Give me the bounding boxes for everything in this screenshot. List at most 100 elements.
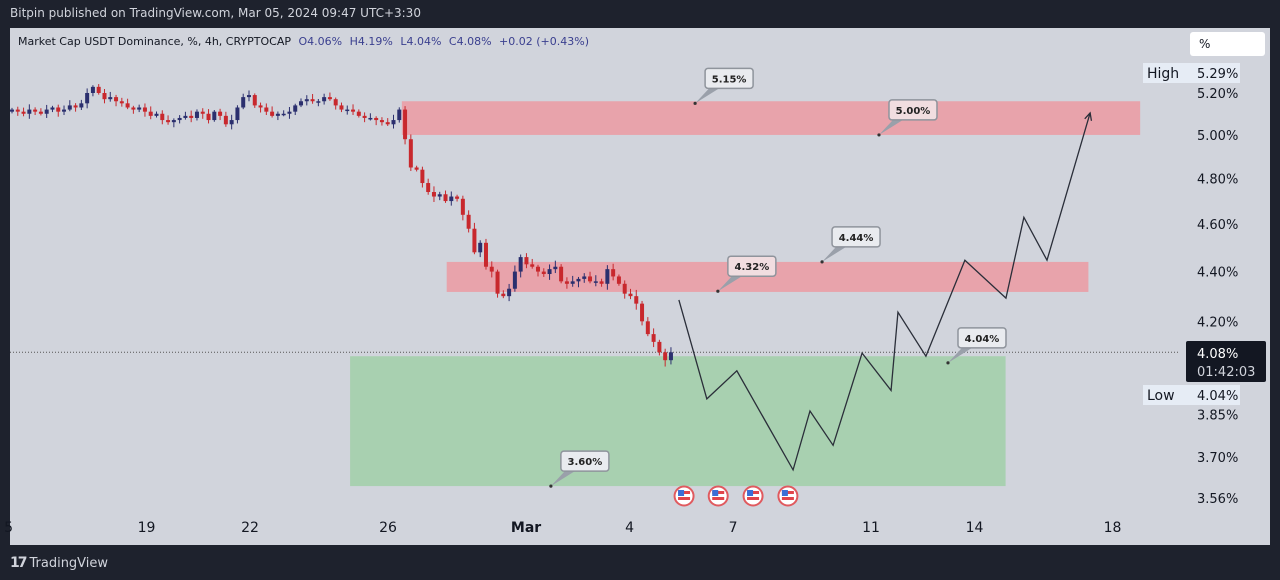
candle-down [142, 107, 147, 112]
candle-down [431, 192, 436, 197]
bar-countdown: 01:42:03 [1197, 365, 1255, 380]
candle-down [472, 228, 477, 253]
callout-box [727, 255, 777, 277]
us-flag-event-icon [707, 485, 729, 507]
candle-up [246, 95, 251, 98]
candle-up [287, 111, 292, 114]
y-tick-label: 3.56% [1197, 492, 1238, 507]
x-tick-label: 26 [379, 520, 397, 536]
candle-down [73, 105, 78, 108]
legend-close: C4.08% [448, 35, 492, 48]
candle-up [437, 194, 442, 197]
candle-down [125, 103, 130, 108]
candle-down [628, 293, 633, 297]
footer: 𝟭𝟳 TradingView [10, 555, 108, 571]
legend-open: O4.06% [298, 35, 343, 48]
candle-up [518, 257, 523, 272]
candle-down [564, 281, 569, 284]
callout-box [560, 450, 610, 472]
candle-down [663, 352, 668, 361]
x-tick-label: Mar [511, 520, 541, 536]
candle-up [108, 97, 113, 100]
x-tick-label: 4 [625, 520, 634, 536]
callout-label: 4.44% [839, 233, 874, 244]
plot-area: 5.15% 5.00% 4.44% 4.32% 4.04% 3.60% [10, 67, 1180, 507]
legend-change: +0.02 (+0.43%) [499, 35, 589, 48]
candle-down [455, 196, 460, 199]
candle-up [293, 105, 298, 112]
candle-up [171, 120, 176, 123]
range-tag-label: High [1147, 66, 1179, 82]
x-tick-label: 5 [4, 520, 13, 536]
candle-up [44, 109, 49, 114]
candle-up [10, 109, 14, 112]
price-callout: 5.00% [877, 99, 938, 137]
candle-down [56, 107, 61, 112]
candle-up [316, 101, 321, 103]
callout-box [704, 67, 754, 90]
candle-down [640, 303, 645, 322]
range-tag-bg [1143, 63, 1240, 83]
flag-stripe [781, 497, 794, 500]
us-flag-event-icon [742, 485, 764, 507]
candle-down [460, 198, 465, 215]
callout-pointer [695, 88, 720, 104]
candle-up [668, 352, 673, 361]
symbol-name: Market Cap USDT Dominance, %, 4h, CRYPTO… [18, 35, 291, 48]
candle-down [645, 321, 650, 335]
candle-down [501, 293, 506, 297]
callout-pointer [878, 119, 903, 135]
candle-up [322, 97, 327, 102]
x-tick-label: 19 [138, 520, 156, 536]
brand-name: TradingView [29, 555, 109, 571]
candle-down [21, 111, 26, 114]
scale-unit-button[interactable]: % [1190, 32, 1265, 56]
candle-down [541, 271, 546, 275]
candle-down [119, 101, 124, 104]
y-tick-label: 4.80% [1197, 173, 1238, 188]
candle-down [160, 113, 165, 121]
candle-down [356, 111, 361, 116]
candle-up [478, 242, 483, 253]
candle-down [114, 97, 119, 102]
callout-anchor [877, 133, 881, 137]
candle-up [67, 105, 72, 110]
candle-down [495, 271, 500, 294]
callout-anchor [549, 484, 553, 488]
us-flag-event-icon [777, 485, 799, 507]
candle-down [408, 139, 413, 168]
last-price-box [1186, 341, 1266, 382]
candle-down [622, 283, 627, 294]
candle-up [582, 276, 587, 279]
y-tick-label: 4.20% [1197, 315, 1238, 330]
candle-up [368, 117, 373, 120]
candle-up [137, 107, 142, 110]
candle-up [229, 120, 234, 125]
candle-down [634, 296, 639, 304]
candle-up [547, 269, 552, 275]
callout-label: 5.00% [896, 106, 931, 117]
price-callout: 4.32% [716, 255, 777, 293]
candle-down [252, 95, 257, 106]
y-tick-label: 3.70% [1197, 451, 1238, 466]
candle-up [605, 269, 610, 284]
y-tick-label: 3.85% [1197, 408, 1238, 423]
candle-up [90, 86, 95, 93]
callout-pointer [550, 471, 575, 487]
candle-up [241, 97, 246, 108]
price-callout: 4.44% [820, 226, 881, 264]
candle-down [351, 109, 356, 112]
callout-pointer [822, 246, 847, 262]
candle-down [327, 97, 332, 100]
callout-anchor [946, 361, 950, 365]
callout-label: 4.32% [735, 262, 770, 273]
candle-down [223, 115, 228, 125]
candle-down [362, 115, 367, 118]
candle-down [651, 334, 656, 342]
candle-down [466, 214, 471, 229]
callout-box [957, 327, 1007, 349]
candle-down [310, 99, 315, 102]
legend-low: L4.04% [400, 35, 442, 48]
callout-label: 4.04% [965, 334, 1000, 345]
